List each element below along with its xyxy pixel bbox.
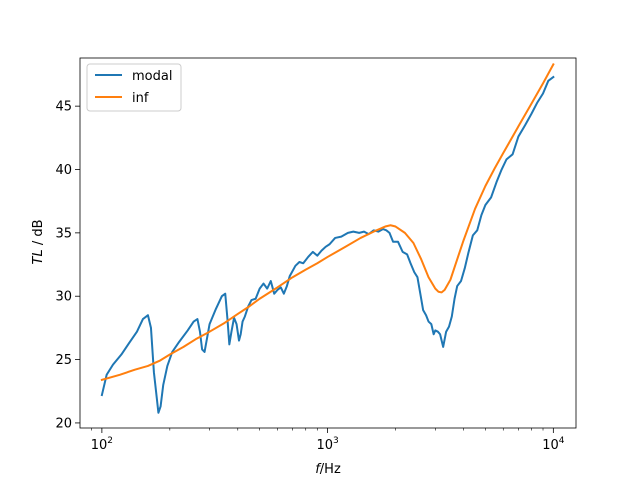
y-axis: 20 25 30 35 40 45 [55, 100, 80, 431]
legend: modal inf [86, 63, 182, 112]
y-tick-label: 45 [55, 100, 72, 115]
x-tick-label: 104 [542, 436, 565, 453]
y-tick-label: 40 [55, 163, 72, 178]
y-axis-label-unit: / dB [31, 219, 46, 249]
x-axis-label-unit: /Hz [320, 462, 341, 477]
x-tick-label: 102 [91, 436, 113, 453]
y-axis-label: TL / dB [31, 219, 46, 264]
x-axis-label-italic: f [315, 462, 322, 477]
y-tick-label: 20 [55, 416, 72, 431]
y-axis-label-italic: TL [31, 249, 46, 264]
x-axis-label: f/Hz [315, 462, 341, 477]
legend-label-inf: inf [132, 91, 149, 106]
series-line-inf [100, 62, 555, 382]
x-axis: 102 103 104 [91, 428, 565, 453]
series-line-modal [100, 75, 555, 414]
y-tick-label: 30 [55, 290, 72, 305]
series-layer [100, 62, 555, 414]
y-tick-label: 25 [55, 353, 72, 368]
legend-label-modal: modal [132, 69, 172, 84]
x-tick-label: 103 [316, 436, 338, 453]
y-tick-label: 35 [55, 226, 72, 241]
